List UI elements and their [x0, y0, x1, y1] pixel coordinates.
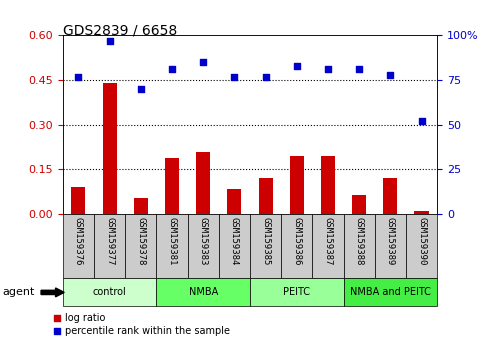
Text: GSM159383: GSM159383 [199, 217, 208, 266]
Text: NMBA: NMBA [188, 287, 218, 297]
Point [106, 38, 114, 44]
Text: control: control [93, 287, 127, 297]
Text: GSM159390: GSM159390 [417, 217, 426, 266]
Bar [321, 156, 335, 214]
Point [137, 86, 144, 92]
Bar [352, 195, 366, 214]
Text: agent: agent [2, 287, 35, 297]
Bar [375, 214, 406, 278]
Legend: log ratio, percentile rank within the sample: log ratio, percentile rank within the sa… [53, 313, 230, 336]
Point [293, 63, 300, 69]
Bar [134, 198, 148, 214]
Bar [384, 178, 398, 214]
Bar [343, 278, 437, 306]
Point [262, 74, 270, 79]
Bar [343, 214, 375, 278]
Text: GSM159388: GSM159388 [355, 217, 364, 266]
Point [199, 59, 207, 65]
Text: GSM159378: GSM159378 [136, 217, 145, 266]
Bar [71, 187, 85, 214]
Point [230, 74, 238, 79]
Bar [63, 278, 156, 306]
Point [355, 67, 363, 72]
Point [168, 67, 176, 72]
Text: GSM159387: GSM159387 [324, 217, 332, 266]
Bar [281, 214, 313, 278]
Point [418, 118, 426, 124]
Text: GSM159377: GSM159377 [105, 217, 114, 266]
Bar [219, 214, 250, 278]
Bar [406, 214, 437, 278]
Bar [156, 278, 250, 306]
Text: GDS2839 / 6658: GDS2839 / 6658 [63, 23, 177, 37]
Bar [313, 214, 343, 278]
Bar [94, 214, 125, 278]
Bar [156, 214, 187, 278]
Text: GSM159389: GSM159389 [386, 217, 395, 266]
Bar [187, 214, 219, 278]
Point [386, 72, 394, 78]
Bar [196, 152, 210, 214]
Bar [414, 211, 428, 214]
Text: NMBA and PEITC: NMBA and PEITC [350, 287, 431, 297]
Bar [125, 214, 156, 278]
Text: PEITC: PEITC [283, 287, 310, 297]
Bar [258, 178, 272, 214]
Point [74, 74, 82, 79]
Bar [227, 189, 242, 214]
Bar [63, 214, 94, 278]
Text: GSM159376: GSM159376 [74, 217, 83, 266]
Text: GSM159385: GSM159385 [261, 217, 270, 266]
Bar [250, 278, 343, 306]
Bar [250, 214, 281, 278]
Bar [290, 156, 304, 214]
Point [324, 67, 332, 72]
Bar [165, 158, 179, 214]
Text: GSM159381: GSM159381 [168, 217, 176, 266]
Bar [102, 83, 116, 214]
Text: GSM159386: GSM159386 [292, 217, 301, 266]
Text: GSM159384: GSM159384 [230, 217, 239, 266]
